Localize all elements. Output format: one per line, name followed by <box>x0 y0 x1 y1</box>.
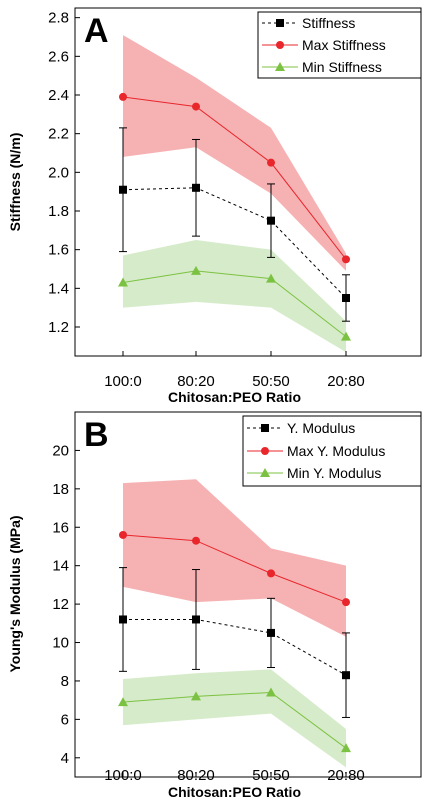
series-line-1 <box>122 534 347 603</box>
y-tick-label: 1.2 <box>48 319 69 336</box>
plot-frame <box>74 7 422 357</box>
legend: Stiffness Max Stiffness Min Stiffness <box>257 11 422 79</box>
y-tick-label: 1.8 <box>48 203 69 220</box>
y-tick-label: 20 <box>52 442 69 459</box>
data-point <box>118 277 128 287</box>
y-tick-label: 2.8 <box>48 10 69 27</box>
y-axis-title: Young's Modulus (MPa) <box>7 515 23 672</box>
y-tick-label: 6 <box>61 711 69 728</box>
y-tick-label: 1.4 <box>48 280 69 297</box>
series-line-0 <box>122 187 347 299</box>
legend-label: Min Stiffness <box>302 59 382 75</box>
y-tick-label: 16 <box>52 519 69 536</box>
series-line-1 <box>122 96 347 260</box>
data-point <box>341 743 351 753</box>
x-tick-label: 20:80 <box>327 767 365 784</box>
data-point <box>266 273 276 283</box>
data-point <box>341 331 351 341</box>
data-point <box>119 530 127 539</box>
data-point <box>119 615 127 624</box>
panel-label: A <box>84 12 109 50</box>
y-tick-label: 12 <box>52 596 69 613</box>
legend-marker <box>261 447 269 455</box>
y-tick-label: 14 <box>52 558 69 575</box>
data-point <box>192 102 200 111</box>
series-line-2 <box>122 270 347 338</box>
data-point <box>342 255 350 264</box>
y-tick-label: 10 <box>52 635 69 652</box>
data-point <box>342 294 350 302</box>
data-point <box>267 628 275 637</box>
legend-marker <box>275 62 285 71</box>
legend-label: Y. Modulus <box>287 420 355 436</box>
legend-label: Min Y. Modulus <box>287 465 381 481</box>
data-point <box>119 92 127 101</box>
x-tick-label: 100:0 <box>104 373 142 390</box>
data-point <box>192 183 200 192</box>
data-point <box>342 598 350 607</box>
y-tick-label: 2.2 <box>48 126 69 143</box>
data-point <box>267 216 275 225</box>
data-point <box>119 185 127 194</box>
legend-marker <box>276 41 284 49</box>
x-tick-label: 80:20 <box>177 373 215 390</box>
data-point <box>267 158 275 167</box>
chart-panel-a: 1.2 1.4 1.6 1.8 2.0 2.2 2.4 2.6 2.8 100:0 80:20 50:… <box>7 7 422 405</box>
x-tick-label: 100:0 <box>104 767 142 784</box>
y-tick-label: 1.6 <box>48 242 69 259</box>
legend: Y. Modulus Max Y. Modulus Min Y. Modulus <box>242 415 422 487</box>
band-1 <box>123 35 346 271</box>
y-tick-label: 2.6 <box>48 48 69 65</box>
chart-panel-b: 4 6 8 10 12 14 16 18 20 100:0 80:20 50:50 20:80 Chito… <box>7 411 422 800</box>
x-tick-label: 80:20 <box>177 767 215 784</box>
data-point <box>342 671 350 680</box>
band-2 <box>123 669 346 768</box>
plot-frame <box>74 411 422 778</box>
x-tick-label: 20:80 <box>327 373 365 390</box>
data-point <box>192 536 200 545</box>
y-axis-title: Stiffness (N/m) <box>7 133 23 232</box>
x-axis-title: Chitosan:PEO Ratio <box>168 389 301 405</box>
legend-marker <box>276 19 284 27</box>
y-tick-label: 18 <box>52 481 69 498</box>
y-tick-label: 4 <box>61 750 69 767</box>
series-line-2 <box>122 691 347 749</box>
x-tick-label: 50:50 <box>252 767 290 784</box>
y-tick-label: 8 <box>61 673 69 690</box>
data-point <box>191 265 201 275</box>
y-tick-label: 2.0 <box>48 164 69 181</box>
data-point <box>191 691 201 701</box>
legend-marker <box>261 424 269 432</box>
panel-label: B <box>84 416 109 454</box>
data-point <box>118 697 128 707</box>
band-2 <box>123 240 346 353</box>
series-line-0 <box>123 618 347 676</box>
legend-label: Max Y. Modulus <box>287 443 385 459</box>
data-point <box>192 615 200 624</box>
x-axis-title: Chitosan:PEO Ratio <box>168 784 301 800</box>
data-point <box>267 569 275 578</box>
x-tick-label: 50:50 <box>252 373 290 390</box>
y-tick-label: 2.4 <box>48 87 69 104</box>
legend-label: Stiffness <box>302 15 355 31</box>
legend-marker <box>260 468 270 477</box>
data-point <box>266 687 276 697</box>
legend-label: Max Stiffness <box>302 37 386 53</box>
